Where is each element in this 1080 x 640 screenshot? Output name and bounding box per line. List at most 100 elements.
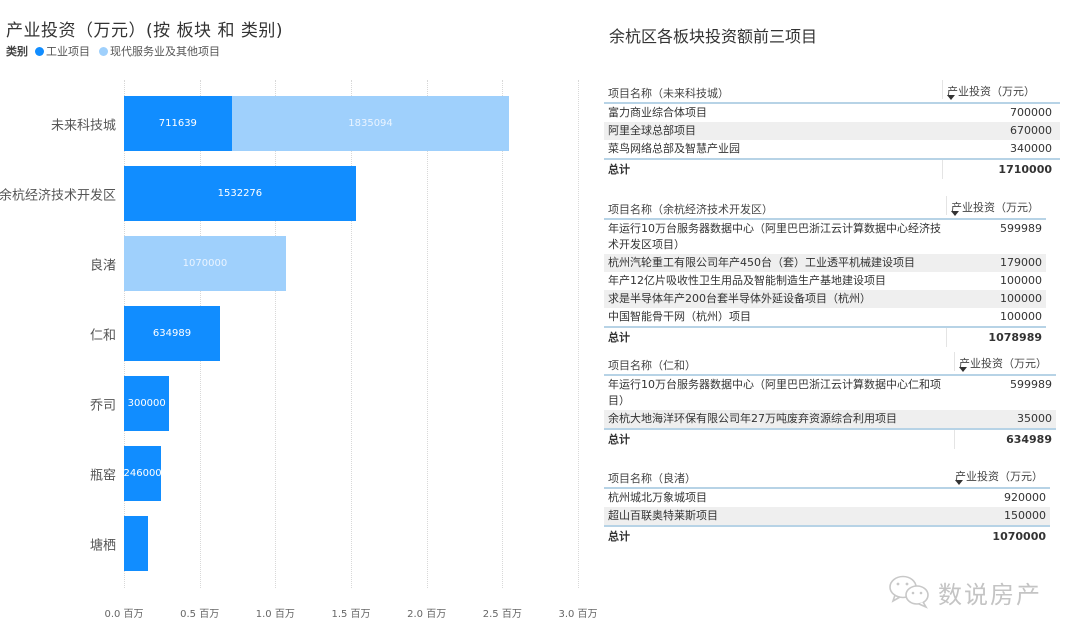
table-row: 杭州汽轮重工有限公司年产450台（套）工业透平机械建设项目 179000 xyxy=(604,254,1046,272)
bar-plot-area: 711639 1835094 1532276 1070000 634989 30… xyxy=(124,80,579,588)
legend-dot-service-icon xyxy=(99,46,108,56)
bar-segment-industrial[interactable]: 711639 xyxy=(124,96,232,151)
column-header-project[interactable]: 项目名称（仁和） xyxy=(608,359,696,372)
legend-label: 现代服务业及其他项目 xyxy=(110,45,220,58)
x-axis-tick: 2.0 百万 xyxy=(407,609,447,620)
bar-value-label: 300000 xyxy=(127,398,166,409)
bar-segment-industrial[interactable]: 634989 xyxy=(124,306,220,361)
x-axis-tick: 1.0 百万 xyxy=(255,609,295,620)
investment-value: 599989 xyxy=(1000,222,1042,235)
project-name: 求是半导体年产200台套半导体外延设备项目（杭州） xyxy=(608,292,871,305)
column-header-project[interactable]: 项目名称（未来科技城） xyxy=(608,87,729,100)
watermark-text: 数说房产 xyxy=(938,580,1042,609)
table-renhe: 项目名称（仁和） 产业投资（万元） 年运行10万台服务器数据中心（阿里巴巴浙江云… xyxy=(604,352,1056,449)
investment-value: 100000 xyxy=(1000,310,1042,323)
y-axis-label: 未来科技城 xyxy=(50,118,116,134)
project-name: 富力商业综合体项目 xyxy=(608,106,707,119)
investment-value: 599989 xyxy=(1010,378,1052,391)
total-label: 总计 xyxy=(608,433,630,446)
bar-value-label: 1835094 xyxy=(348,118,393,129)
table-row: 富力商业综合体项目 700000 xyxy=(604,104,1060,122)
table-total-row: 总计 634989 xyxy=(604,428,1056,449)
table-row: 超山百联奥特莱斯项目 150000 xyxy=(604,507,1050,525)
total-label: 总计 xyxy=(608,163,630,176)
bar-segment-industrial[interactable] xyxy=(124,516,149,571)
table-total-row: 总计 1078989 xyxy=(604,326,1046,347)
table-row: 菜鸟网络总部及智慧产业园 340000 xyxy=(604,140,1060,158)
x-axis-tick: 3.0 百万 xyxy=(558,609,598,620)
legend-item-service[interactable]: 现代服务业及其他项目 xyxy=(99,43,220,59)
x-axis-tick: 0.5 百万 xyxy=(180,609,220,620)
column-header-investment[interactable]: 产业投资（万元） xyxy=(950,465,1050,485)
sort-descending-icon[interactable] xyxy=(959,367,967,372)
table-row: 年运行10万台服务器数据中心（阿里巴巴浙江云计算数据中心经济技术开发区项目） 5… xyxy=(604,220,1046,254)
table-yuhang-etdz: 项目名称（余杭经济技术开发区） 产业投资（万元） 年运行10万台服务器数据中心（… xyxy=(604,196,1046,347)
investment-value: 179000 xyxy=(1000,256,1042,269)
watermark: 数说房产 xyxy=(888,574,1042,610)
y-axis-label: 瓶窑 xyxy=(89,468,116,484)
investment-value: 920000 xyxy=(1004,491,1046,504)
wechat-icon xyxy=(889,575,929,609)
project-name: 年产12亿片吸收性卫生用品及智能制造生产基地建设项目 xyxy=(608,274,886,287)
bar-segment-industrial[interactable]: 300000 xyxy=(124,376,170,431)
sort-descending-icon[interactable] xyxy=(955,480,963,485)
bar-segment-industrial[interactable]: 246000 xyxy=(124,446,162,501)
table-header: 项目名称（余杭经济技术开发区） 产业投资（万元） xyxy=(604,196,1046,220)
project-name: 菜鸟网络总部及智慧产业园 xyxy=(608,142,740,155)
chart-legend: 类别 工业项目 现代服务业及其他项目 xyxy=(6,43,224,59)
gridline xyxy=(502,80,504,588)
project-name: 阿里全球总部项目 xyxy=(608,124,696,137)
project-name: 杭州汽轮重工有限公司年产450台（套）工业透平机械建设项目 xyxy=(608,256,915,269)
bar-segment-service[interactable]: 1070000 xyxy=(124,236,286,291)
bar-value-label: 246000 xyxy=(124,468,162,479)
column-header-project[interactable]: 项目名称（良渚） xyxy=(608,472,696,485)
total-value: 1070000 xyxy=(992,530,1046,543)
table-row: 余杭大地海洋环保有限公司年27万吨废弃资源综合利用项目 35000 xyxy=(604,410,1056,428)
chart-title: 产业投资（万元）(按 板块 和 类别) xyxy=(6,21,283,41)
gridline xyxy=(351,80,352,588)
sort-descending-icon[interactable] xyxy=(947,95,955,100)
table-header: 项目名称（良渚） 产业投资（万元） xyxy=(604,465,1050,489)
total-label: 总计 xyxy=(608,331,630,344)
bar-row-qiaosi: 300000 xyxy=(124,376,170,431)
table-total-row: 总计 1710000 xyxy=(604,158,1060,179)
bar-value-label: 634989 xyxy=(152,328,192,339)
bar-segment-industrial[interactable]: 1532276 xyxy=(124,166,356,221)
y-axis-label: 乔司 xyxy=(89,398,116,414)
tables-title: 余杭区各板块投资额前三项目 xyxy=(609,27,818,46)
table-total-row: 总计 1070000 xyxy=(604,525,1050,546)
project-name: 超山百联奥特莱斯项目 xyxy=(608,509,718,522)
investment-value: 700000 xyxy=(1010,106,1052,119)
legend-dot-industrial-icon xyxy=(35,46,44,56)
legend-item-industrial[interactable]: 工业项目 xyxy=(35,43,90,59)
table-row: 中国智能骨干网（杭州）项目 100000 xyxy=(604,308,1046,326)
column-header-label: 产业投资（万元） xyxy=(955,470,1043,483)
column-header-investment[interactable]: 产业投资（万元） xyxy=(942,80,1052,100)
y-axis-label: 良渚 xyxy=(89,258,116,274)
total-value: 634989 xyxy=(954,430,1056,449)
table-row: 阿里全球总部项目 670000 xyxy=(604,122,1060,140)
x-axis-tick: 2.5 百万 xyxy=(482,609,522,620)
y-axis-label: 塘栖 xyxy=(89,538,116,554)
legend-title: 类别 xyxy=(6,45,28,58)
column-header-investment[interactable]: 产业投资（万元） xyxy=(946,196,1046,216)
table-row: 年运行10万台服务器数据中心（阿里巴巴浙江云计算数据中心仁和项目） 599989 xyxy=(604,376,1056,410)
bar-row-weilaikejicheng: 711639 1835094 xyxy=(124,96,510,151)
column-header-label: 产业投资（万元） xyxy=(951,201,1039,214)
column-header-investment[interactable]: 产业投资（万元） xyxy=(954,352,1056,372)
bar-value-label: 711639 xyxy=(158,118,197,129)
bar-segment-service[interactable]: 1835094 xyxy=(231,96,510,151)
table-weilaikejicheng: 项目名称（未来科技城） 产业投资（万元） 富力商业综合体项目 700000 阿里… xyxy=(604,80,1060,179)
project-name: 年运行10万台服务器数据中心（阿里巴巴浙江云计算数据中心经济技术开发区项目） xyxy=(608,222,941,251)
column-header-project[interactable]: 项目名称（余杭经济技术开发区） xyxy=(608,203,773,216)
gridline xyxy=(275,80,277,588)
table-header: 项目名称（未来科技城） 产业投资（万元） xyxy=(604,80,1060,104)
table-row: 杭州城北万象城项目 920000 xyxy=(604,489,1050,507)
bar-value-label: 1070000 xyxy=(182,258,228,269)
total-label: 总计 xyxy=(608,530,630,543)
investment-value: 35000 xyxy=(1017,412,1052,425)
investment-value: 340000 xyxy=(1010,142,1052,155)
x-axis-tick: 0.0 百万 xyxy=(104,609,144,620)
sort-descending-icon[interactable] xyxy=(951,211,959,216)
investment-value: 670000 xyxy=(1010,124,1052,137)
